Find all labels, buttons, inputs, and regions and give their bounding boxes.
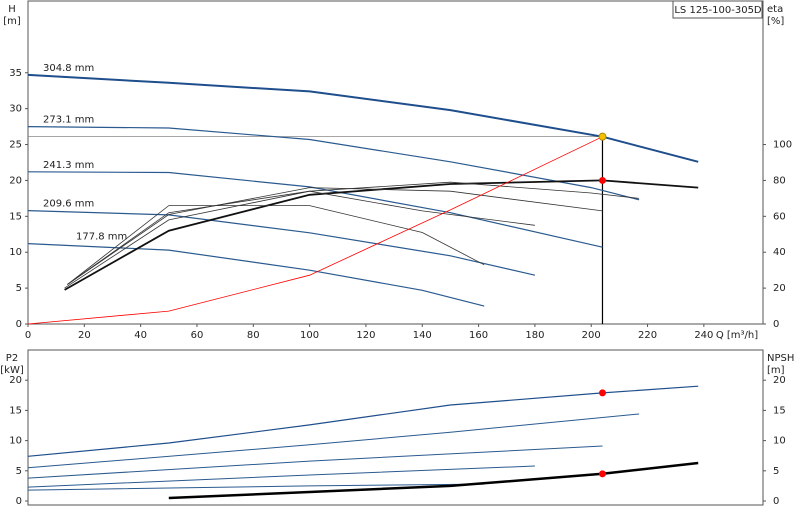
y2-tick-label: 15 bbox=[773, 405, 786, 416]
y2-tick-label: 10 bbox=[773, 436, 786, 447]
y2-tick-label: 100 bbox=[773, 140, 792, 151]
y-tick-label: 35 bbox=[9, 68, 22, 79]
x-tick-label: 160 bbox=[469, 330, 488, 341]
y-tick-label: 30 bbox=[9, 104, 22, 115]
y-tick-label: 15 bbox=[9, 405, 22, 416]
x-tick-label: 240 bbox=[694, 330, 713, 341]
y-axis-unit: [kW] bbox=[0, 365, 24, 376]
duty-point bbox=[598, 470, 606, 478]
x-tick-label: 0 bbox=[25, 330, 31, 341]
impeller-label: 304.8 mm bbox=[43, 63, 94, 74]
curve bbox=[27, 465, 535, 488]
x-tick-label: 80 bbox=[247, 330, 260, 341]
y-tick-label: 5 bbox=[16, 466, 22, 477]
y2-tick-label: 0 bbox=[773, 319, 779, 330]
x-tick-label: 20 bbox=[78, 330, 91, 341]
x-tick-label: 220 bbox=[638, 330, 657, 341]
y-tick-label: 20 bbox=[9, 175, 22, 186]
y2-tick-label: 40 bbox=[773, 247, 786, 258]
y-tick-label: 0 bbox=[16, 496, 22, 507]
curve bbox=[64, 181, 640, 289]
y2-axis-unit: [%] bbox=[767, 16, 784, 27]
curve bbox=[67, 205, 485, 285]
curve bbox=[27, 171, 603, 248]
impeller-label: 273.1 mm bbox=[43, 115, 94, 126]
y2-axis-label: NPSH bbox=[767, 353, 794, 364]
chart-title: LS 125-100-305D bbox=[674, 5, 762, 16]
curve bbox=[67, 190, 535, 285]
y-tick-label: 20 bbox=[9, 375, 22, 386]
curve bbox=[27, 210, 536, 276]
y2-axis-label: eta bbox=[767, 4, 783, 15]
impeller-label: 177.8 mm bbox=[76, 232, 127, 243]
x-tick-label: 40 bbox=[134, 330, 147, 341]
curve bbox=[168, 461, 699, 500]
curve bbox=[27, 385, 699, 457]
x-axis-label: Q [m³/h] bbox=[716, 330, 758, 341]
y2-tick-label: 0 bbox=[773, 496, 779, 507]
curve bbox=[27, 126, 640, 201]
y-tick-label: 10 bbox=[9, 247, 22, 258]
x-tick-label: 200 bbox=[582, 330, 601, 341]
impeller-label: 209.6 mm bbox=[43, 199, 94, 210]
y2-tick-label: 20 bbox=[773, 375, 786, 386]
curve bbox=[27, 483, 485, 491]
x-tick-label: 180 bbox=[525, 330, 544, 341]
y-tick-label: 0 bbox=[16, 319, 22, 330]
curve bbox=[27, 73, 699, 163]
curve bbox=[67, 187, 603, 285]
y2-axis-unit: [m] bbox=[767, 365, 785, 376]
model-box bbox=[672, 0, 763, 19]
duty-point bbox=[598, 132, 607, 141]
x-tick-label: 140 bbox=[413, 330, 432, 341]
x-tick-label: 120 bbox=[356, 330, 375, 341]
y2-tick-label: 60 bbox=[773, 211, 786, 222]
plot-frame bbox=[27, 349, 764, 506]
y-tick-label: 15 bbox=[9, 211, 22, 222]
curve bbox=[64, 179, 699, 291]
y-axis-label: H bbox=[8, 4, 16, 15]
curve bbox=[27, 243, 485, 307]
curve bbox=[27, 413, 640, 469]
impeller-label: 241.3 mm bbox=[43, 160, 94, 171]
x-tick-label: 100 bbox=[300, 330, 319, 341]
y-tick-label: 10 bbox=[9, 436, 22, 447]
curve bbox=[27, 136, 603, 325]
plot-frame bbox=[27, 0, 764, 325]
y2-tick-label: 80 bbox=[773, 175, 786, 186]
y-tick-label: 5 bbox=[16, 283, 22, 294]
y2-tick-label: 20 bbox=[773, 283, 786, 294]
y-tick-label: 25 bbox=[9, 140, 22, 151]
duty-point bbox=[598, 176, 606, 184]
curve bbox=[27, 445, 603, 479]
y-axis-unit: [m] bbox=[3, 16, 21, 27]
duty-point bbox=[598, 389, 606, 397]
y2-tick-label: 5 bbox=[773, 466, 779, 477]
y-axis-label: P2 bbox=[6, 353, 18, 364]
x-tick-label: 60 bbox=[191, 330, 204, 341]
